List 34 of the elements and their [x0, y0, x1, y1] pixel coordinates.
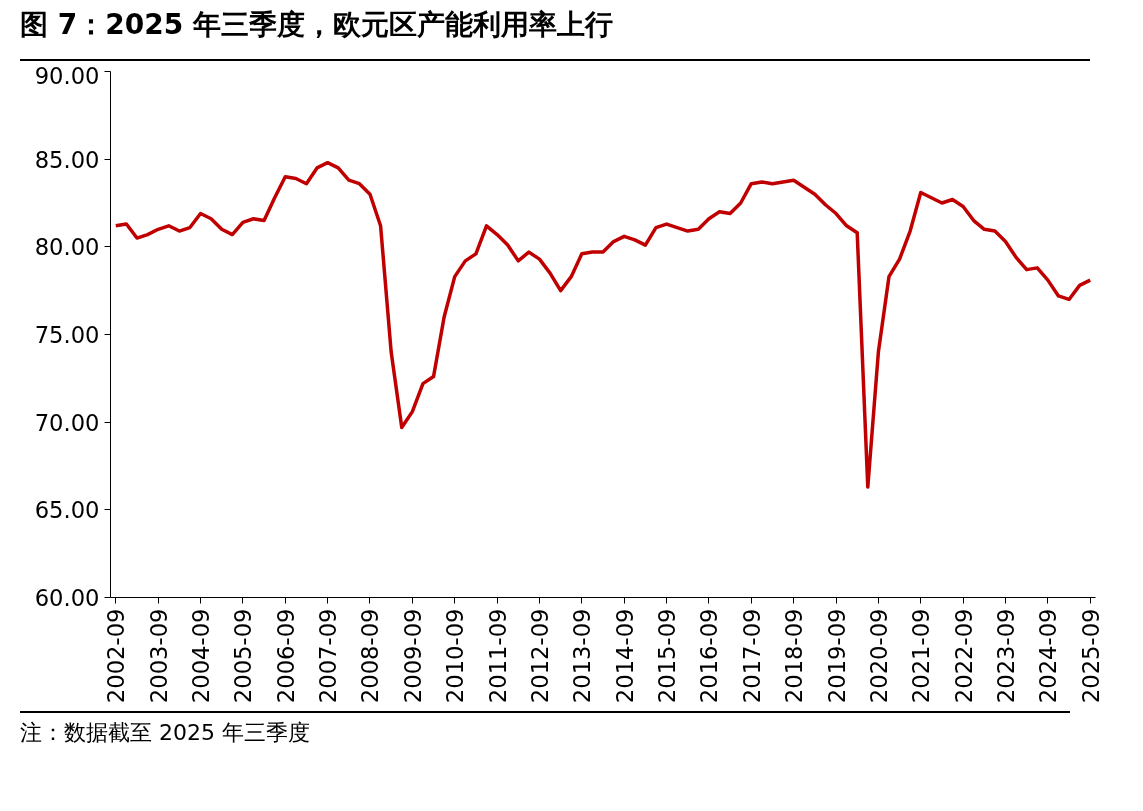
- y-tick-label: 60.00: [34, 585, 100, 611]
- x-tick-label: 2017-09: [738, 608, 765, 704]
- x-tick-label: 2025-09: [1077, 608, 1104, 704]
- x-tick-label: 2013-09: [569, 608, 596, 704]
- x-tick-label: 2012-09: [526, 608, 553, 704]
- line-series: [114, 160, 1092, 489]
- y-tick-label: 90.00: [34, 62, 100, 89]
- x-tick-label: 2024-09: [1035, 608, 1062, 704]
- x-tick-label: 2007-09: [315, 608, 342, 704]
- text: 注：数据截至 2025 年三季度: [20, 719, 310, 747]
- x-tick-label: 2015-09: [654, 608, 681, 704]
- x-tick-label: 2006-09: [272, 608, 299, 704]
- y-tick-label: 75.00: [34, 322, 100, 348]
- y-tick-label: 80.00: [34, 234, 100, 261]
- y-tick-label: 65.00: [34, 497, 100, 524]
- x-tick-label: 2022-09: [950, 608, 977, 704]
- x-tick-label: 2004-09: [188, 608, 215, 704]
- x-tick-label: 2018-09: [781, 608, 808, 704]
- x-tick-label: 2014-09: [611, 608, 638, 704]
- x-tick-label: 2002-09: [103, 608, 130, 704]
- x-tick-label: 2020-09: [865, 608, 892, 704]
- x-tick-label: 2019-09: [823, 608, 850, 704]
- x-tick-label: 2016-09: [696, 608, 723, 704]
- x-tick-label: 2003-09: [145, 608, 172, 704]
- y-tick-label: 85.00: [34, 146, 100, 173]
- x-tick-label: 2008-09: [357, 608, 384, 704]
- x-tick-label: 2021-09: [908, 608, 935, 704]
- y-tick-label: 70.00: [34, 409, 100, 436]
- x-tick-label: 2023-09: [992, 608, 1019, 704]
- x-tick-label: 2010-09: [442, 608, 469, 704]
- x-tick-label: 2009-09: [399, 608, 426, 704]
- x-tick-label: 2011-09: [484, 608, 511, 704]
- chart-title: 图 7：2025 年三季度，欧元区产能利用率上行: [20, 7, 613, 43]
- x-tick-label: 2005-09: [230, 608, 257, 704]
